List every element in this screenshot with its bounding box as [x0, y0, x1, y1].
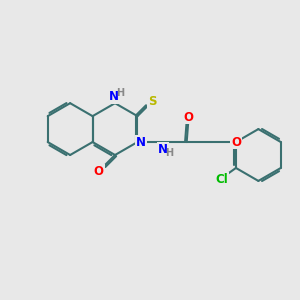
Text: Cl: Cl	[215, 172, 228, 186]
Text: N: N	[136, 136, 146, 149]
Text: H: H	[116, 88, 124, 98]
Text: N: N	[158, 143, 168, 156]
Text: O: O	[183, 110, 193, 124]
Text: S: S	[148, 95, 156, 108]
Text: O: O	[94, 165, 104, 178]
Text: N: N	[109, 90, 118, 103]
Text: H: H	[165, 148, 173, 158]
Text: O: O	[231, 136, 241, 148]
